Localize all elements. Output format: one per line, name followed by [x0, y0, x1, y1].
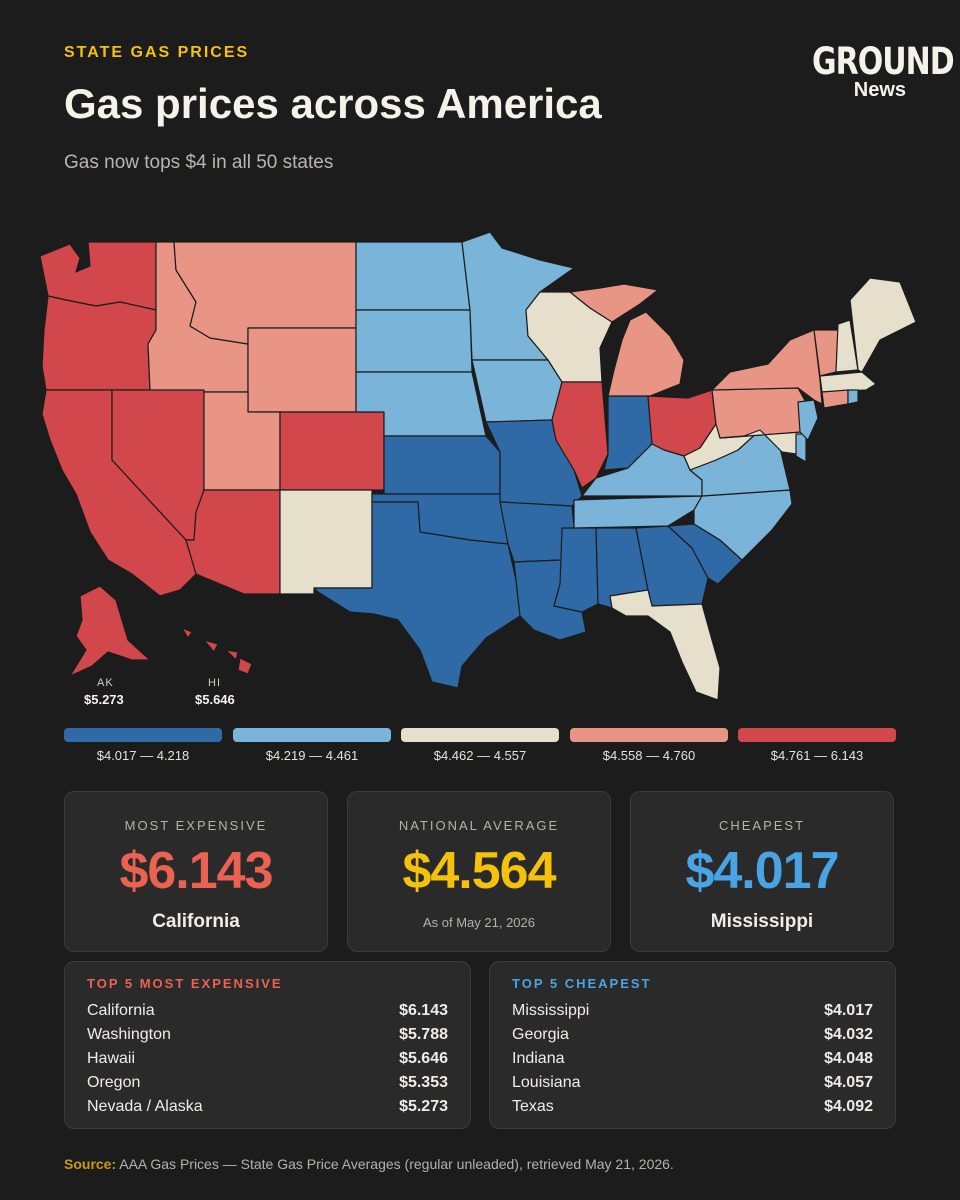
most-expensive-card: MOST EXPENSIVE $6.143 California: [64, 791, 328, 952]
legend-swatch: [738, 728, 896, 742]
legend-item: $4.558 — 4.760: [570, 728, 728, 763]
list-item-state: California: [87, 1002, 155, 1019]
state-nj: [797, 399, 819, 441]
legend-item: $4.219 — 4.461: [233, 728, 391, 763]
ak-inset-label: AK: [97, 677, 114, 689]
top-cheapest-card: TOP 5 CHEAPEST Mississippi $4.017 Georgi…: [489, 961, 896, 1129]
cheapest-state: Mississippi: [710, 911, 814, 932]
state-nd: [355, 241, 471, 311]
state-mi-up: [569, 283, 659, 323]
list-item-state: Oregon: [87, 1074, 141, 1091]
national-average-card: NATIONAL AVERAGE $4.564 As of May 21, 20…: [347, 791, 611, 952]
ak-inset-value: $5.273: [84, 692, 124, 707]
list-item: Indiana $4.048: [512, 1047, 873, 1071]
list-item-price: $5.353: [399, 1074, 448, 1091]
us-states-map: [39, 231, 917, 701]
list-item-state: Washington: [87, 1026, 171, 1043]
cheapest-label: CHEAPEST: [718, 818, 806, 833]
list-item: Texas $4.092: [512, 1095, 873, 1119]
legend-item: $4.761 — 6.143: [738, 728, 896, 763]
list-item: California $6.143: [87, 999, 448, 1023]
list-item: Georgia $4.032: [512, 1023, 873, 1047]
state-ct: [821, 389, 849, 409]
logo-wordmark-bottom: News: [853, 79, 906, 101]
list-item-state: Indiana: [512, 1050, 565, 1067]
list-item-price: $5.273: [399, 1098, 448, 1115]
list-item: Washington $5.788: [87, 1023, 448, 1047]
list-item-state: Louisiana: [512, 1074, 581, 1091]
legend-item: $4.017 — 4.218: [64, 728, 222, 763]
legend-swatch: [64, 728, 222, 742]
cheapest-value: $4.017: [685, 842, 839, 900]
list-item: Louisiana $4.057: [512, 1071, 873, 1095]
state-sd: [355, 309, 473, 373]
most-expensive-label: MOST EXPENSIVE: [124, 818, 268, 833]
list-item-state: Mississippi: [512, 1002, 590, 1019]
top-expensive-title: TOP 5 MOST EXPENSIVE: [87, 976, 283, 991]
logo-wordmark-top: GROUND: [812, 40, 955, 84]
most-expensive-state: California: [152, 911, 240, 932]
list-item: Hawaii $5.646: [87, 1047, 448, 1071]
most-expensive-value: $6.143: [119, 842, 273, 900]
national-average-label: NATIONAL AVERAGE: [398, 818, 560, 833]
legend-item: $4.462 — 4.557: [401, 728, 559, 763]
legend-swatch: [401, 728, 559, 742]
state-mi: [607, 311, 685, 397]
national-average-date: As of May 21, 2026: [422, 915, 535, 930]
state-il: [551, 381, 609, 489]
state-ia: [471, 359, 563, 423]
state-tn: [573, 495, 703, 529]
page-title: Gas prices across America: [64, 80, 602, 127]
hi-inset-value: $5.646: [195, 692, 235, 707]
state-co: [279, 411, 385, 491]
ground-news-logo: GROUND News: [812, 40, 955, 104]
legend-label: $4.761 — 6.143: [770, 748, 864, 763]
list-item-state: Nevada / Alaska: [87, 1098, 203, 1115]
list-item-price: $6.143: [399, 1002, 448, 1019]
state-tx: [313, 501, 521, 689]
legend-label: $4.219 — 4.461: [265, 748, 359, 763]
legend-swatch: [233, 728, 391, 742]
page-subtitle: Gas now tops $4 in all 50 states: [64, 152, 334, 173]
cheapest-card: CHEAPEST $4.017 Mississippi: [630, 791, 894, 952]
state-wy: [247, 327, 357, 413]
state-fl: [609, 589, 721, 701]
list-item-price: $4.092: [824, 1098, 873, 1115]
list-item-price: $4.057: [824, 1074, 873, 1091]
legend-label: $4.462 — 4.557: [433, 748, 527, 763]
legend-label: $4.017 — 4.218: [96, 748, 190, 763]
state-nm: [279, 489, 373, 595]
state-ri: [847, 389, 859, 405]
state-de: [795, 433, 807, 463]
state-ks: [383, 435, 501, 495]
list-item: Oregon $5.353: [87, 1071, 448, 1095]
list-item-price: $4.017: [824, 1002, 873, 1019]
state-me: [849, 277, 917, 373]
list-item-price: $5.788: [399, 1026, 448, 1043]
eyebrow-label: STATE GAS PRICES: [64, 44, 250, 61]
national-average-value: $4.564: [402, 842, 556, 900]
legend-swatch: [570, 728, 728, 742]
list-item: Mississippi $4.017: [512, 999, 873, 1023]
list-item-price: $4.048: [824, 1050, 873, 1067]
list-item-price: $4.032: [824, 1026, 873, 1043]
state-az: [185, 489, 281, 595]
hi-inset-label: HI: [208, 677, 221, 689]
map-legend: $4.017 — 4.218 $4.219 — 4.461 $4.462 — 4…: [64, 728, 896, 768]
source-text: AAA Gas Prices — State Gas Price Average…: [116, 1156, 674, 1172]
state-hi: [181, 627, 253, 675]
source-note: Source: AAA Gas Prices — State Gas Price…: [64, 1156, 674, 1172]
source-label: Source:: [64, 1156, 117, 1172]
top-expensive-card: TOP 5 MOST EXPENSIVE California $6.143 W…: [64, 961, 471, 1129]
list-item-state: Georgia: [512, 1026, 569, 1043]
state-or: [41, 295, 157, 391]
state-ma: [819, 371, 877, 393]
state-ak: [69, 585, 151, 677]
list-item-state: Texas: [512, 1098, 554, 1115]
legend-label: $4.558 — 4.760: [602, 748, 696, 763]
top-cheapest-title: TOP 5 CHEAPEST: [512, 976, 652, 991]
list-item: Nevada / Alaska $5.273: [87, 1095, 448, 1119]
list-item-price: $5.646: [399, 1050, 448, 1067]
list-item-state: Hawaii: [87, 1050, 136, 1067]
